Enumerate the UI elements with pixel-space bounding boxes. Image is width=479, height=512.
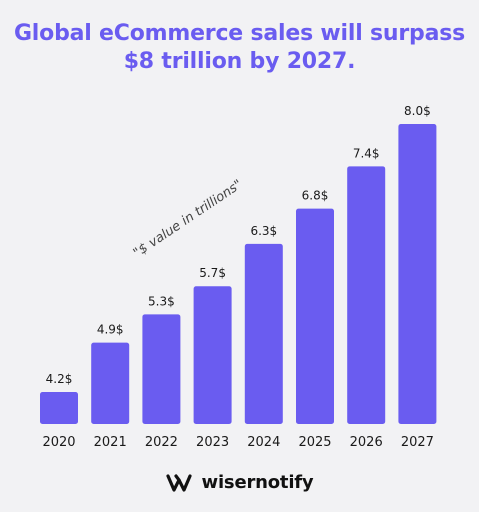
x-tick-labels-group: 2020 2021 2022 2023 2024 2025 2026 2027 — [42, 435, 433, 450]
chart-title: Global eCommerce sales will surpass $8 t… — [0, 20, 479, 76]
x-tick-label-2026: 2026 — [350, 435, 383, 450]
bar-chart: 4.2$4.9$5.3$5.7$6.3$6.8$7.4$8.0$ 2020 202… — [40, 104, 437, 450]
x-tick-label-2020: 2020 — [42, 435, 75, 450]
x-tick-label-2021: 2021 — [94, 435, 127, 450]
brand-name: wisernotify — [201, 472, 314, 493]
bar-2021 — [91, 342, 130, 424]
brand-footer: wisernotify — [0, 472, 479, 493]
bar-2023 — [193, 286, 232, 424]
x-tick-label-2022: 2022 — [145, 435, 178, 450]
value-label-2027: 8.0$ — [404, 104, 431, 118]
chart-title-line-2: $8 trillion by 2027. — [123, 49, 356, 74]
bars-group — [40, 124, 437, 424]
value-label-2021: 4.9$ — [97, 323, 124, 337]
units-annotation: "$ value in trillions" — [131, 177, 245, 261]
x-tick-label-2025: 2025 — [298, 435, 331, 450]
value-label-2022: 5.3$ — [148, 294, 175, 308]
bar-2024 — [244, 243, 283, 424]
value-label-2024: 6.3$ — [250, 224, 277, 238]
value-label-2026: 7.4$ — [353, 146, 380, 160]
bar-2020 — [40, 392, 78, 424]
value-label-2023: 5.7$ — [199, 266, 226, 280]
chart-title-line-1: Global eCommerce sales will surpass — [13, 21, 466, 46]
bar-2026 — [347, 166, 386, 424]
x-tick-label-2023: 2023 — [196, 435, 229, 450]
bar-2022 — [142, 314, 181, 424]
bar-2027 — [398, 124, 437, 424]
value-label-2020: 4.2$ — [46, 372, 73, 386]
value-label-2025: 6.8$ — [302, 189, 329, 203]
wisernotify-logo-icon — [165, 473, 192, 492]
x-tick-label-2024: 2024 — [247, 435, 280, 450]
value-labels-group: 4.2$ 4.9$ 5.3$ 5.7$ 6.3$ 6.8$ 7.4$ 8.0$ — [46, 104, 431, 386]
bar-2025 — [296, 208, 334, 424]
x-tick-label-2027: 2027 — [401, 435, 434, 450]
